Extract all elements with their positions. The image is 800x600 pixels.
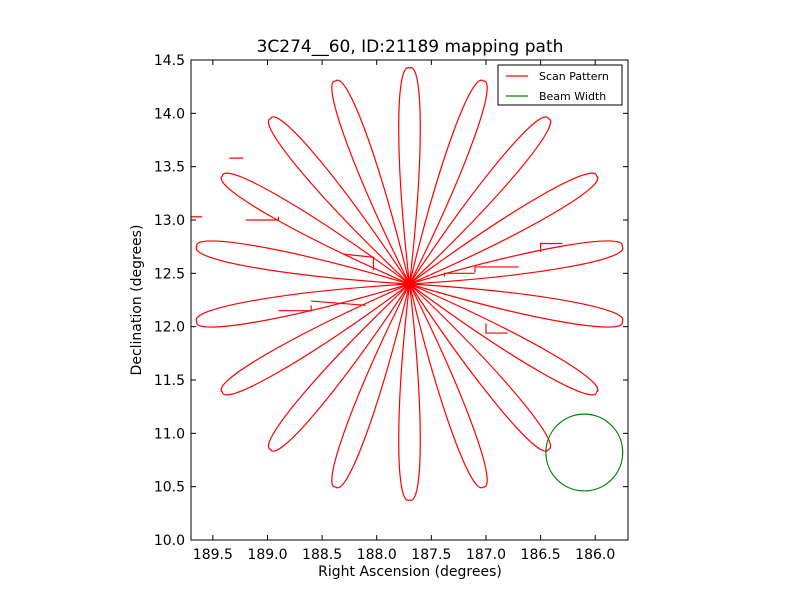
scan-petal (331, 283, 411, 489)
scan-step-segment (245, 216, 279, 221)
x-tick-label: 186.0 (575, 547, 615, 563)
scan-step-segment (474, 266, 519, 273)
scan-petal (398, 67, 421, 285)
scan-petal (267, 116, 411, 285)
x-tick-label: 188.5 (302, 547, 342, 563)
scan-petal (408, 283, 599, 396)
x-tick-label: 188.0 (357, 547, 397, 563)
legend-box (497, 64, 623, 106)
y-tick-label: 12.5 (154, 266, 185, 282)
scan-petal (408, 79, 488, 285)
y-tick-label: 10.5 (154, 480, 185, 496)
plot-frame (190, 59, 629, 541)
y-tick-label: 11.0 (154, 426, 185, 442)
x-axis-label: Right Ascension (degrees) (318, 564, 502, 580)
chart-title: 3C274__60, ID:21189 mapping path (257, 37, 564, 57)
y-tick-label: 14.0 (154, 106, 185, 122)
legend: Scan Pattern Beam Width (497, 64, 623, 106)
scan-step-segment (311, 300, 366, 306)
scan-petal (220, 283, 411, 396)
legend-label-beam-width: Beam Width (539, 90, 606, 103)
scan-petal (408, 283, 552, 452)
x-tick-label: 187.0 (466, 547, 506, 563)
scan-step-segment (443, 272, 476, 277)
x-tick-label: 187.5 (411, 547, 451, 563)
legend-label-scan-pattern: Scan Pattern (539, 70, 609, 83)
plot-content (191, 67, 624, 501)
scan-step-segment (343, 253, 375, 271)
scan-petal (331, 79, 411, 285)
scan-petal (220, 172, 411, 285)
scan-petal (408, 172, 599, 285)
scan-step-segment (278, 305, 312, 312)
scan-step-segment (540, 242, 563, 252)
scan-petal (408, 116, 552, 285)
scan-petal (195, 240, 411, 285)
y-tick-label: 13.5 (154, 160, 185, 176)
y-tick-label: 14.5 (154, 53, 185, 69)
scan-petal (267, 283, 411, 452)
y-tick-label: 13.0 (154, 213, 185, 229)
scan-petal (408, 240, 624, 285)
y-tick-label: 11.5 (154, 373, 185, 389)
scan-petal (408, 283, 488, 489)
x-tick-label: 186.5 (521, 547, 561, 563)
axis-ticks: 189.5 189.0 188.5 188.0 187.5 187.0 186.5 186.0… (154, 53, 628, 563)
scan-petal (195, 283, 411, 328)
scan-step-segment (485, 323, 508, 334)
x-tick-label: 189.0 (247, 547, 287, 563)
y-tick-label: 10.0 (154, 533, 185, 549)
beam-width-circle (545, 413, 624, 492)
scan-petal (408, 283, 624, 328)
x-tick-label: 189.5 (193, 547, 233, 563)
scan-petal (398, 283, 421, 501)
y-tick-label: 12.0 (154, 320, 185, 336)
y-axis-label: Declination (degrees) (129, 225, 145, 376)
